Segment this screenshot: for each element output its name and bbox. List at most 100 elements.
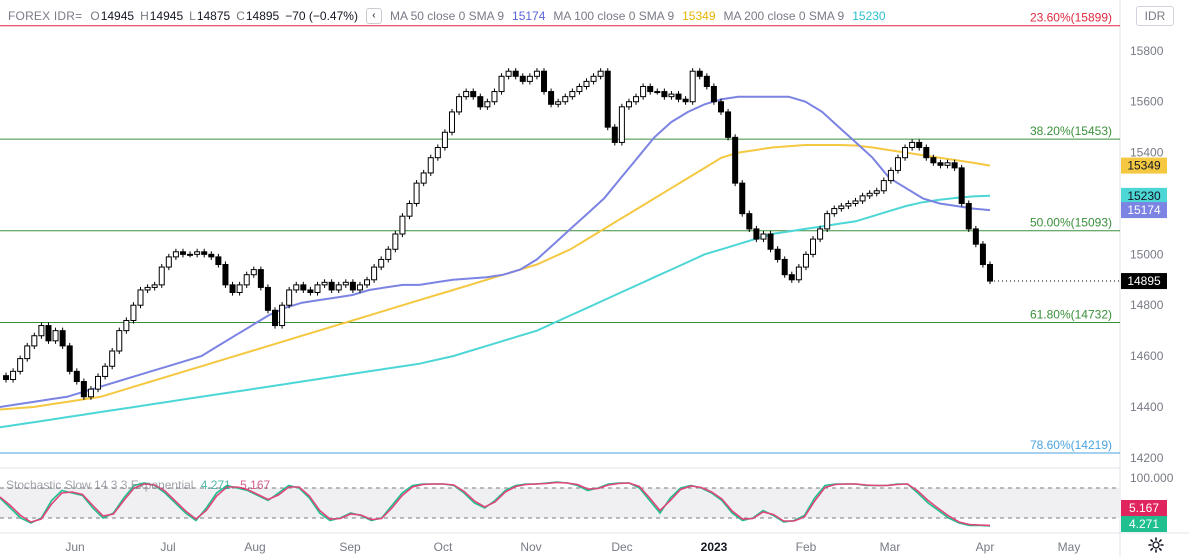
candle-body bbox=[746, 213, 753, 230]
candle-body bbox=[725, 111, 732, 138]
candle-body bbox=[456, 96, 463, 113]
candle-body bbox=[541, 70, 548, 93]
stochastic-d-value: 5.167 bbox=[240, 478, 271, 492]
candle-body bbox=[378, 258, 385, 268]
low-key: L bbox=[189, 9, 196, 23]
candle-body bbox=[732, 136, 739, 184]
price-tag-text: 15174 bbox=[1127, 203, 1161, 217]
candle-body bbox=[364, 279, 371, 286]
candle-body bbox=[909, 141, 916, 149]
candle-body bbox=[434, 147, 441, 159]
time-tick-label: Aug bbox=[244, 540, 265, 554]
candle-body bbox=[116, 330, 123, 352]
candle-body bbox=[491, 91, 498, 103]
candle-body bbox=[880, 180, 887, 192]
candle-body bbox=[859, 195, 866, 202]
candle-body bbox=[371, 266, 378, 281]
candle-body bbox=[696, 70, 703, 77]
candle-body bbox=[710, 85, 717, 103]
candle-body bbox=[31, 335, 38, 347]
candle-body bbox=[52, 330, 59, 342]
candle-body bbox=[413, 182, 420, 204]
candle-body bbox=[187, 253, 194, 256]
candle-body bbox=[569, 91, 576, 98]
candle-body bbox=[470, 91, 477, 98]
price-tick-label: 14800 bbox=[1130, 298, 1164, 312]
candle-body bbox=[852, 200, 859, 204]
candle-body bbox=[795, 266, 802, 281]
stochastic-legend[interactable]: Stochastic Slow 14 3 3 Exponential 4.271… bbox=[6, 478, 270, 492]
time-tick-label: Jun bbox=[65, 540, 84, 554]
fib-label: 78.60%(14219) bbox=[1030, 438, 1112, 452]
candle-body bbox=[703, 75, 710, 87]
candle-body bbox=[165, 256, 172, 268]
candle-body bbox=[788, 274, 795, 281]
candle-body bbox=[717, 101, 724, 113]
ma200-label[interactable]: MA 200 close 0 SMA 9 bbox=[723, 9, 845, 23]
candle-body bbox=[300, 284, 307, 291]
candle-body bbox=[264, 286, 271, 311]
price-tag-bg bbox=[1121, 273, 1167, 290]
candle-body bbox=[583, 80, 590, 87]
candle-body bbox=[66, 345, 73, 372]
candle-body bbox=[179, 251, 186, 255]
fibonacci-levels: 23.60%(15899) 38.20%(15453) 50.00%(15093) 6… bbox=[0, 11, 1120, 454]
candle-body bbox=[293, 284, 300, 291]
candlesticks bbox=[3, 68, 1120, 400]
gear-icon[interactable] bbox=[1148, 537, 1164, 553]
candle-body bbox=[767, 233, 774, 250]
candle-body bbox=[123, 319, 130, 332]
candle-body bbox=[611, 126, 618, 143]
price-tag-bg bbox=[1121, 202, 1167, 219]
candle-body bbox=[215, 256, 222, 266]
candle-body bbox=[810, 238, 817, 255]
ma50-label[interactable]: MA 50 close 0 SMA 9 bbox=[389, 9, 505, 23]
price-tag-text: 15230 bbox=[1127, 189, 1161, 203]
stochastic-tag-bg bbox=[1121, 516, 1167, 532]
candle-body bbox=[10, 370, 17, 380]
fib-label: 50.00%(15093) bbox=[1030, 216, 1112, 230]
price-tick-label: 14400 bbox=[1130, 400, 1164, 414]
time-tick-label: Oct bbox=[434, 540, 453, 554]
candle-body bbox=[682, 98, 689, 103]
collapse-legend-icon[interactable]: ‹ bbox=[365, 8, 382, 24]
stochastic-tag-text: 5.167 bbox=[1129, 501, 1159, 515]
candle-body bbox=[753, 228, 760, 240]
price-tick-label: 15600 bbox=[1130, 95, 1164, 109]
symbol-name[interactable]: FOREX IDR= bbox=[8, 9, 83, 23]
candle-body bbox=[668, 93, 675, 98]
time-tick-label: Apr bbox=[976, 540, 995, 554]
candle-body bbox=[144, 286, 151, 291]
candle-body bbox=[845, 202, 852, 207]
candle-body bbox=[576, 85, 583, 93]
candle-body bbox=[243, 274, 250, 286]
candle-body bbox=[894, 157, 901, 171]
candle-body bbox=[866, 192, 873, 197]
candle-body bbox=[286, 289, 293, 306]
price-tick-label: 14200 bbox=[1130, 451, 1164, 465]
candle-body bbox=[307, 289, 314, 293]
candle-body bbox=[272, 309, 279, 327]
candle-body bbox=[257, 269, 264, 288]
candle-body bbox=[335, 284, 342, 291]
candle-body bbox=[505, 70, 512, 77]
candle-body bbox=[937, 162, 944, 166]
candle-body bbox=[654, 91, 661, 94]
price-tag-bg bbox=[1121, 187, 1167, 204]
currency-button[interactable]: IDR bbox=[1136, 6, 1174, 26]
candle-body bbox=[597, 70, 604, 77]
time-tick-label: Jul bbox=[160, 540, 175, 554]
candle-body bbox=[533, 70, 540, 77]
candle-body bbox=[916, 141, 923, 149]
candle-body bbox=[958, 167, 965, 204]
candle-body bbox=[774, 248, 781, 260]
ma100-label[interactable]: MA 100 close 0 SMA 9 bbox=[553, 9, 675, 23]
candle-body bbox=[944, 162, 951, 166]
candle-body bbox=[95, 375, 102, 390]
time-tick-label: Feb bbox=[796, 540, 817, 554]
price-tag-bg bbox=[1121, 157, 1167, 174]
candle-body bbox=[208, 253, 215, 258]
candle-body bbox=[477, 96, 484, 108]
